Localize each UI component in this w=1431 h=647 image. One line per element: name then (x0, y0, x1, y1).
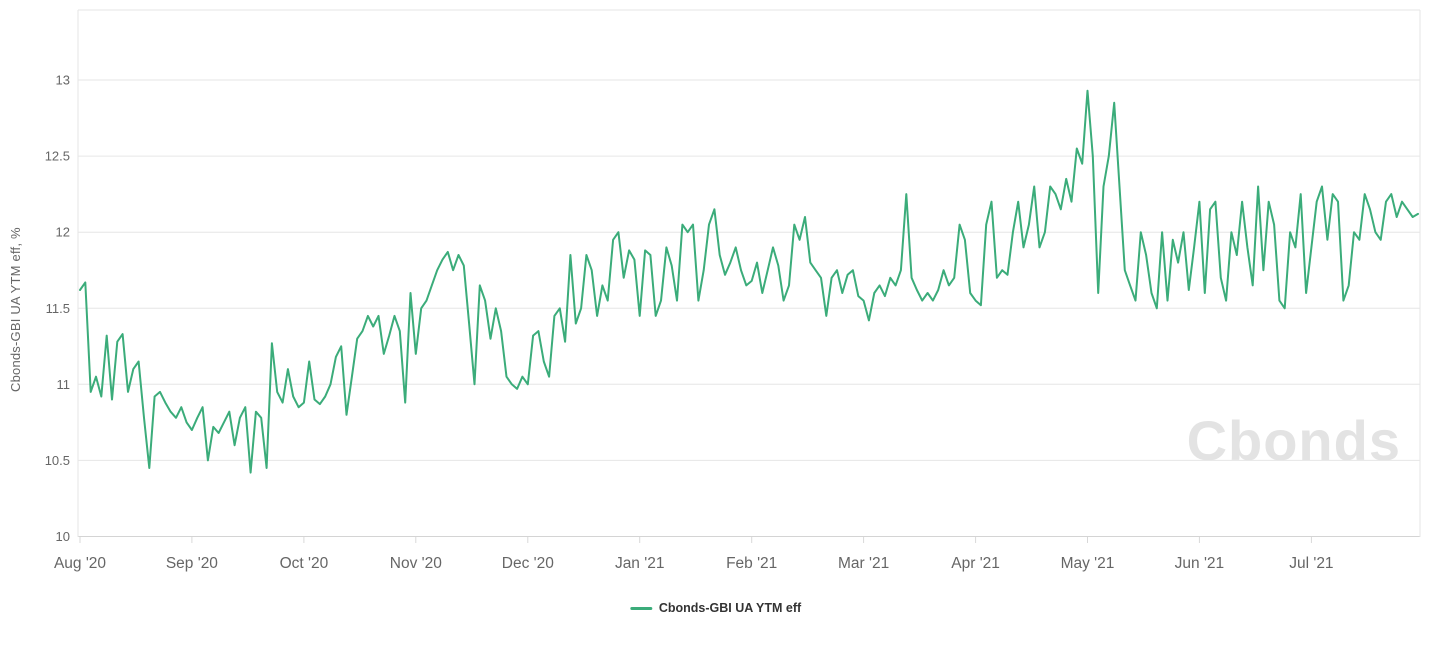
legend-item[interactable]: Cbonds-GBI UA YTM eff (629, 601, 802, 615)
x-tick-label: Jan '21 (615, 555, 665, 572)
y-tick-label: 11 (57, 377, 71, 392)
x-tick-label: May '21 (1061, 555, 1115, 572)
x-tick-label: Jul '21 (1289, 555, 1333, 572)
x-tick-label: Sep '20 (166, 555, 218, 572)
y-tick-label: 12.5 (45, 149, 70, 164)
series-line-cbonds-gbi-ua-ytm-eff[interactable] (79, 89, 1419, 474)
x-tick-label: Oct '20 (280, 555, 329, 572)
cbonds-watermark: Cbonds (1186, 409, 1401, 472)
x-tick-label: Jun '21 (1175, 555, 1225, 572)
y-tick-label: 12 (56, 225, 70, 240)
legend-label: Cbonds-GBI UA YTM eff (658, 601, 802, 615)
x-tick-label: Dec '20 (502, 555, 554, 572)
legend-line-marker (629, 606, 652, 610)
y-tick-label: 11.5 (46, 301, 70, 316)
x-tick-label: Feb '21 (726, 555, 777, 572)
x-tick-label: Apr '21 (951, 555, 1000, 572)
x-tick-label: Aug '20 (54, 555, 106, 572)
y-tick-label: 10 (56, 529, 70, 544)
y-tick-label: 13 (56, 73, 70, 88)
x-tick-label: Mar '21 (838, 555, 889, 572)
x-tick-label: Nov '20 (390, 555, 442, 572)
y-tick-label: 10.5 (45, 453, 70, 468)
y-axis-title: Cbonds-GBI UA YTM eff, % (8, 227, 23, 393)
